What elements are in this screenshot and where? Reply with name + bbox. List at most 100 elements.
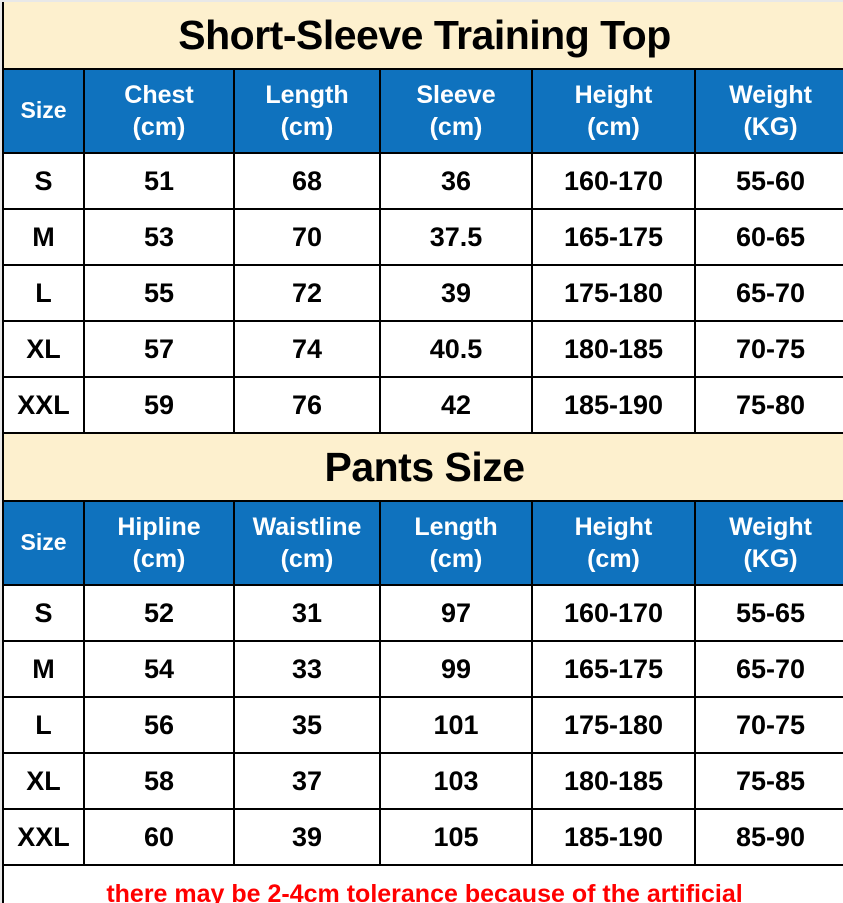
pants-header-weight-label: Weight	[729, 513, 812, 541]
top-header-row: Size Chest (cm) Length (cm) Sleeve (cm) …	[2, 68, 843, 154]
top-row-2-height: 175-180	[531, 264, 696, 322]
top-row-0-chest: 51	[83, 152, 235, 210]
top-row-4-weight: 75-80	[693, 376, 843, 434]
pants-header-length-label: Length	[414, 513, 498, 541]
pants-row-4-waistline: 39	[233, 808, 381, 866]
pants-row-1-height: 165-175	[531, 640, 696, 698]
pants-row-1-weight: 65-70	[693, 640, 843, 698]
top-row-4-sleeve: 42	[379, 376, 533, 434]
pants-row-2-waistline: 35	[233, 696, 381, 754]
pants-row-1-length: 99	[379, 640, 533, 698]
pants-row-1-waistline: 33	[233, 640, 381, 698]
pants-header-hipline-label: Hipline	[117, 513, 201, 541]
table-row: M 54 33 99 165-175 65-70	[2, 640, 843, 698]
pants-header-height: Height (cm)	[531, 500, 696, 586]
pants-row-2-height: 175-180	[531, 696, 696, 754]
top-row-1-sleeve: 37.5	[379, 208, 533, 266]
top-header-sleeve: Sleeve (cm)	[379, 68, 533, 154]
top-header-weight-unit: (KG)	[743, 113, 798, 141]
pants-header-length: Length (cm)	[379, 500, 533, 586]
table-row: S 51 68 36 160-170 55-60	[2, 152, 843, 210]
pants-header-weight: Weight (KG)	[693, 500, 843, 586]
pants-header-hipline-unit: (cm)	[132, 545, 186, 573]
pants-row-2-size: L	[2, 696, 85, 754]
top-row-0-height: 160-170	[531, 152, 696, 210]
top-row-1-height: 165-175	[531, 208, 696, 266]
pants-row-4-size: XXL	[2, 808, 85, 866]
table-row: S 52 31 97 160-170 55-65	[2, 584, 843, 642]
pants-header-row: Size Hipline (cm) Waistline (cm) Length …	[2, 500, 843, 586]
pants-row-1-hipline: 54	[83, 640, 235, 698]
pants-row-2-weight: 70-75	[693, 696, 843, 754]
top-row-2-size: L	[2, 264, 85, 322]
table-row: XXL 59 76 42 185-190 75-80	[2, 376, 843, 434]
top-header-chest-label: Chest	[124, 81, 194, 109]
pants-header-waistline-unit: (cm)	[280, 545, 334, 573]
pants-row-0-size: S	[2, 584, 85, 642]
pants-header-length-unit: (cm)	[429, 545, 483, 573]
top-header-length: Length (cm)	[233, 68, 381, 154]
pants-section-title: Pants Size	[2, 432, 843, 502]
top-section-title-row: Short-Sleeve Training Top	[2, 2, 843, 70]
pants-header-waistline-label: Waistline	[252, 513, 362, 541]
pants-row-0-length: 97	[379, 584, 533, 642]
pants-row-3-weight: 75-85	[693, 752, 843, 810]
pants-row-0-height: 160-170	[531, 584, 696, 642]
top-row-4-height: 185-190	[531, 376, 696, 434]
tolerance-note: there may be 2-4cm tolerance because of …	[2, 864, 843, 903]
top-row-1-length: 70	[233, 208, 381, 266]
pants-header-weight-unit: (KG)	[743, 545, 798, 573]
pants-row-2-hipline: 56	[83, 696, 235, 754]
top-row-4-length: 76	[233, 376, 381, 434]
top-header-length-unit: (cm)	[280, 113, 334, 141]
top-row-1-chest: 53	[83, 208, 235, 266]
top-row-3-weight: 70-75	[693, 320, 843, 378]
pants-header-waistline: Waistline (cm)	[233, 500, 381, 586]
top-header-chest-unit: (cm)	[132, 113, 186, 141]
top-row-0-sleeve: 36	[379, 152, 533, 210]
top-row-3-sleeve: 40.5	[379, 320, 533, 378]
top-row-0-size: S	[2, 152, 85, 210]
top-header-height-label: Height	[574, 81, 653, 109]
top-row-4-chest: 59	[83, 376, 235, 434]
pants-row-0-weight: 55-65	[693, 584, 843, 642]
top-row-3-size: XL	[2, 320, 85, 378]
top-header-length-label: Length	[265, 81, 349, 109]
top-row-3-height: 180-185	[531, 320, 696, 378]
top-header-sleeve-unit: (cm)	[429, 113, 483, 141]
top-row-1-weight: 60-65	[693, 208, 843, 266]
pants-row-0-waistline: 31	[233, 584, 381, 642]
pants-header-size: Size	[2, 500, 85, 586]
top-header-weight: Weight (KG)	[693, 68, 843, 154]
top-row-2-sleeve: 39	[379, 264, 533, 322]
top-row-1-size: M	[2, 208, 85, 266]
top-header-size: Size	[2, 68, 85, 154]
footer-row: there may be 2-4cm tolerance because of …	[2, 864, 843, 903]
pants-row-3-waistline: 37	[233, 752, 381, 810]
top-row-2-length: 72	[233, 264, 381, 322]
pants-row-4-height: 185-190	[531, 808, 696, 866]
top-row-2-chest: 55	[83, 264, 235, 322]
pants-row-3-length: 103	[379, 752, 533, 810]
top-row-2-weight: 65-70	[693, 264, 843, 322]
pants-header-height-unit: (cm)	[587, 545, 640, 573]
pants-row-4-weight: 85-90	[693, 808, 843, 866]
pants-row-0-hipline: 52	[83, 584, 235, 642]
top-row-3-length: 74	[233, 320, 381, 378]
table-row: L 56 35 101 175-180 70-75	[2, 696, 843, 754]
top-row-0-length: 68	[233, 152, 381, 210]
table-row: XL 58 37 103 180-185 75-85	[2, 752, 843, 810]
top-section-title: Short-Sleeve Training Top	[2, 2, 843, 70]
pants-header-hipline: Hipline (cm)	[83, 500, 235, 586]
pants-row-4-hipline: 60	[83, 808, 235, 866]
pants-row-4-length: 105	[379, 808, 533, 866]
table-row: XL 57 74 40.5 180-185 70-75	[2, 320, 843, 378]
top-row-4-size: XXL	[2, 376, 85, 434]
pants-row-3-height: 180-185	[531, 752, 696, 810]
top-header-height: Height (cm)	[531, 68, 696, 154]
pants-row-1-size: M	[2, 640, 85, 698]
pants-row-3-size: XL	[2, 752, 85, 810]
top-header-chest: Chest (cm)	[83, 68, 235, 154]
